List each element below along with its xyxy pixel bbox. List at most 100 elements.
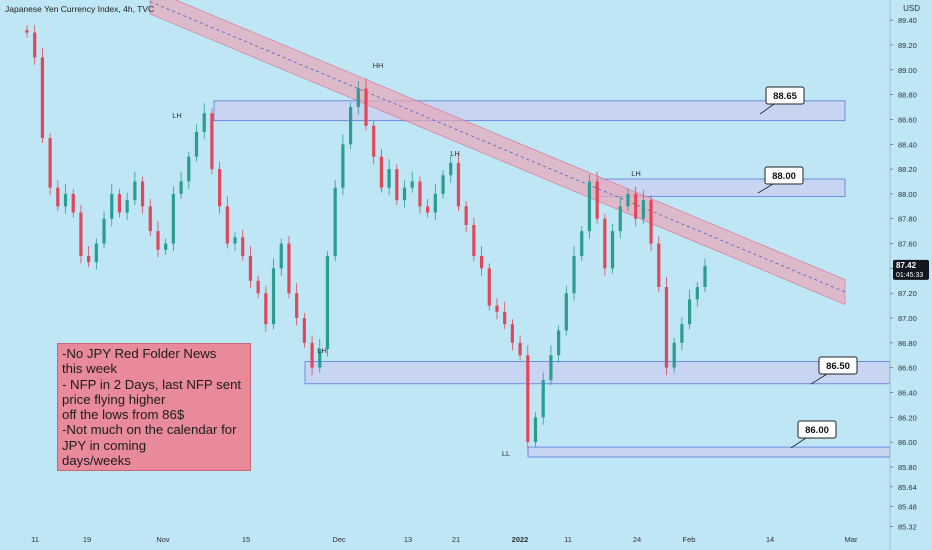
y-tick-label: 87.20 bbox=[898, 289, 917, 298]
support-resistance-zone bbox=[527, 446, 891, 458]
callout-value: 86.50 bbox=[826, 361, 850, 372]
candle-body bbox=[503, 311, 507, 325]
y-tick-label: 88.20 bbox=[898, 165, 917, 174]
y-tick-label: 85.64 bbox=[898, 483, 917, 492]
candle-body bbox=[479, 255, 484, 269]
currency-label: USD bbox=[903, 4, 920, 13]
support-resistance-zone bbox=[213, 100, 846, 122]
last-price-label-bg bbox=[893, 259, 929, 280]
candle-body bbox=[610, 231, 615, 269]
candles-layer bbox=[25, 25, 707, 450]
candle-body bbox=[333, 187, 337, 256]
candle-body bbox=[63, 193, 68, 207]
note-line: JPY in coming bbox=[62, 437, 147, 453]
candle-body bbox=[318, 349, 322, 368]
candle-body bbox=[687, 299, 692, 325]
x-tick-label: 13 bbox=[404, 535, 412, 544]
y-tick-label: 87.00 bbox=[898, 314, 917, 323]
y-tick-label: 86.00 bbox=[898, 438, 917, 447]
candle-body bbox=[603, 218, 607, 269]
candle-body bbox=[271, 268, 276, 325]
note-box: -No JPY Red Folder News this week - NFP in… bbox=[57, 343, 251, 471]
candle-body bbox=[71, 193, 75, 213]
pivot-label: LH bbox=[317, 346, 327, 355]
y-tick-label: 89.40 bbox=[898, 16, 917, 25]
candle-body bbox=[102, 218, 106, 244]
chart-title: Japanese Yen Currency Index, 4h, TVC bbox=[5, 4, 155, 14]
candle-body bbox=[125, 200, 129, 213]
y-tick-label: 89.20 bbox=[898, 41, 917, 50]
candle-body bbox=[495, 305, 499, 312]
candle-body bbox=[449, 162, 453, 176]
candle-body bbox=[641, 200, 645, 219]
candle-body bbox=[564, 293, 568, 331]
x-tick-label: Feb bbox=[683, 535, 696, 544]
candle-body bbox=[348, 107, 353, 145]
callout-box bbox=[818, 356, 858, 375]
candle-body bbox=[703, 265, 707, 287]
candle-body bbox=[110, 193, 114, 219]
candle-body bbox=[248, 255, 253, 281]
callout-pointer bbox=[757, 183, 774, 194]
candle-body bbox=[595, 181, 599, 219]
callout-value: 88.00 bbox=[772, 171, 796, 182]
candle-body bbox=[264, 293, 268, 325]
candle-body bbox=[634, 193, 638, 219]
candle-body bbox=[356, 88, 360, 108]
callout-box bbox=[764, 166, 804, 185]
candle-body bbox=[379, 156, 384, 188]
candle-body bbox=[618, 206, 622, 232]
note-line: days/weeks bbox=[62, 453, 131, 469]
candle-body bbox=[241, 237, 245, 256]
candle-body bbox=[526, 355, 530, 443]
y-tick-label: 85.32 bbox=[898, 523, 917, 532]
candle-body bbox=[40, 57, 45, 139]
candle-body bbox=[210, 113, 214, 170]
candle-body bbox=[657, 243, 661, 287]
candle-body bbox=[572, 255, 576, 294]
x-tick-label: 11 bbox=[31, 535, 39, 544]
y-tick-label: 86.60 bbox=[898, 364, 917, 373]
note-line: - NFP in 2 Days, last NFP sent bbox=[62, 376, 242, 392]
callout-value: 86.00 bbox=[805, 425, 829, 436]
candle-body bbox=[426, 206, 430, 213]
candle-body bbox=[325, 255, 330, 350]
callout-pointer bbox=[790, 437, 807, 449]
annotation-layer: HH LH LH LH LH LL 88.65 88.00 86.50 86.00 bbox=[172, 61, 858, 458]
note-line: price flying higher bbox=[62, 391, 166, 407]
y-tick-label: 85.80 bbox=[898, 463, 917, 472]
candle-body bbox=[279, 243, 283, 269]
candle-body bbox=[25, 30, 29, 33]
x-tick-label: 11 bbox=[564, 535, 572, 544]
candle-body bbox=[587, 181, 592, 232]
time-axis: 11 19 Nov 15 Dec 13 21 2022 11 24 Feb 14 Mar bbox=[31, 535, 858, 544]
note-line: -Not much on the calendar for bbox=[62, 422, 237, 438]
candle-body bbox=[410, 181, 414, 188]
candle-body bbox=[510, 324, 514, 343]
candle-body bbox=[487, 268, 491, 306]
candle-body bbox=[302, 318, 306, 343]
pivot-label: HH bbox=[373, 61, 384, 70]
candle-body bbox=[218, 169, 222, 207]
pivot-label: LL bbox=[502, 449, 510, 458]
y-tick-label: 88.80 bbox=[898, 91, 917, 100]
x-tick-label: 14 bbox=[766, 535, 774, 544]
candle-body bbox=[156, 231, 160, 250]
candle-body bbox=[87, 255, 91, 263]
pivot-label: LH bbox=[172, 111, 182, 120]
candle-body bbox=[341, 144, 345, 188]
candle-body bbox=[117, 193, 122, 213]
callout-value: 88.65 bbox=[773, 91, 797, 102]
candle-body bbox=[194, 131, 199, 157]
candle-body bbox=[533, 417, 538, 443]
candle-body bbox=[171, 193, 175, 244]
y-tick-label: 86.20 bbox=[898, 413, 917, 422]
candle-body bbox=[649, 200, 653, 244]
candle-body bbox=[33, 32, 37, 58]
candle-body bbox=[225, 206, 229, 244]
price-axis: 89.40 89.20 89.00 88.80 88.60 88.40 88.20 88.00… bbox=[889, 0, 932, 550]
callout-pointer bbox=[810, 373, 828, 385]
candle-body bbox=[148, 206, 152, 232]
